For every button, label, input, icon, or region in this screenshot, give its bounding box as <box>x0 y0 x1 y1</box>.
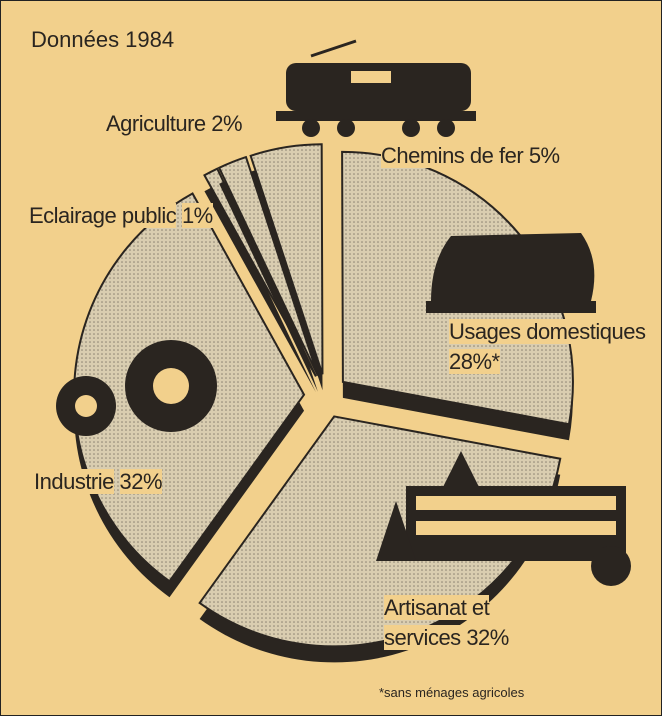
category-label: Eclairage public <box>29 203 176 228</box>
value-label: 28%* <box>449 349 500 374</box>
slice-label: Artisanat et services 32% <box>384 593 544 653</box>
category-label: Chemins de fer <box>381 143 523 168</box>
chart-title: Données 1984 <box>31 27 174 53</box>
chart: Données 1984 Eclairage public 1% Agricult… <box>0 0 662 716</box>
value-label: 32% <box>120 469 163 494</box>
train-icon <box>276 41 476 137</box>
category-label: Industrie <box>34 469 114 494</box>
slice-label: Chemins de fer 5% <box>381 141 641 171</box>
slice-label: Industrie 32% <box>34 467 244 497</box>
slice-label: Agriculture 2% <box>106 109 306 139</box>
value-label: 2% <box>211 111 242 136</box>
footnote: *sans ménages agricoles <box>379 685 524 700</box>
value-label: 5% <box>529 143 560 168</box>
category-label: Agriculture <box>106 111 206 136</box>
value-label: 32% <box>466 625 509 650</box>
iron-icon <box>426 233 596 313</box>
value-label: 1% <box>182 203 213 228</box>
slice-label: Usages domestiques 28%* <box>449 317 654 377</box>
category-label: Usages domestiques <box>449 319 645 344</box>
slice-label: Eclairage public 1% <box>29 201 219 231</box>
